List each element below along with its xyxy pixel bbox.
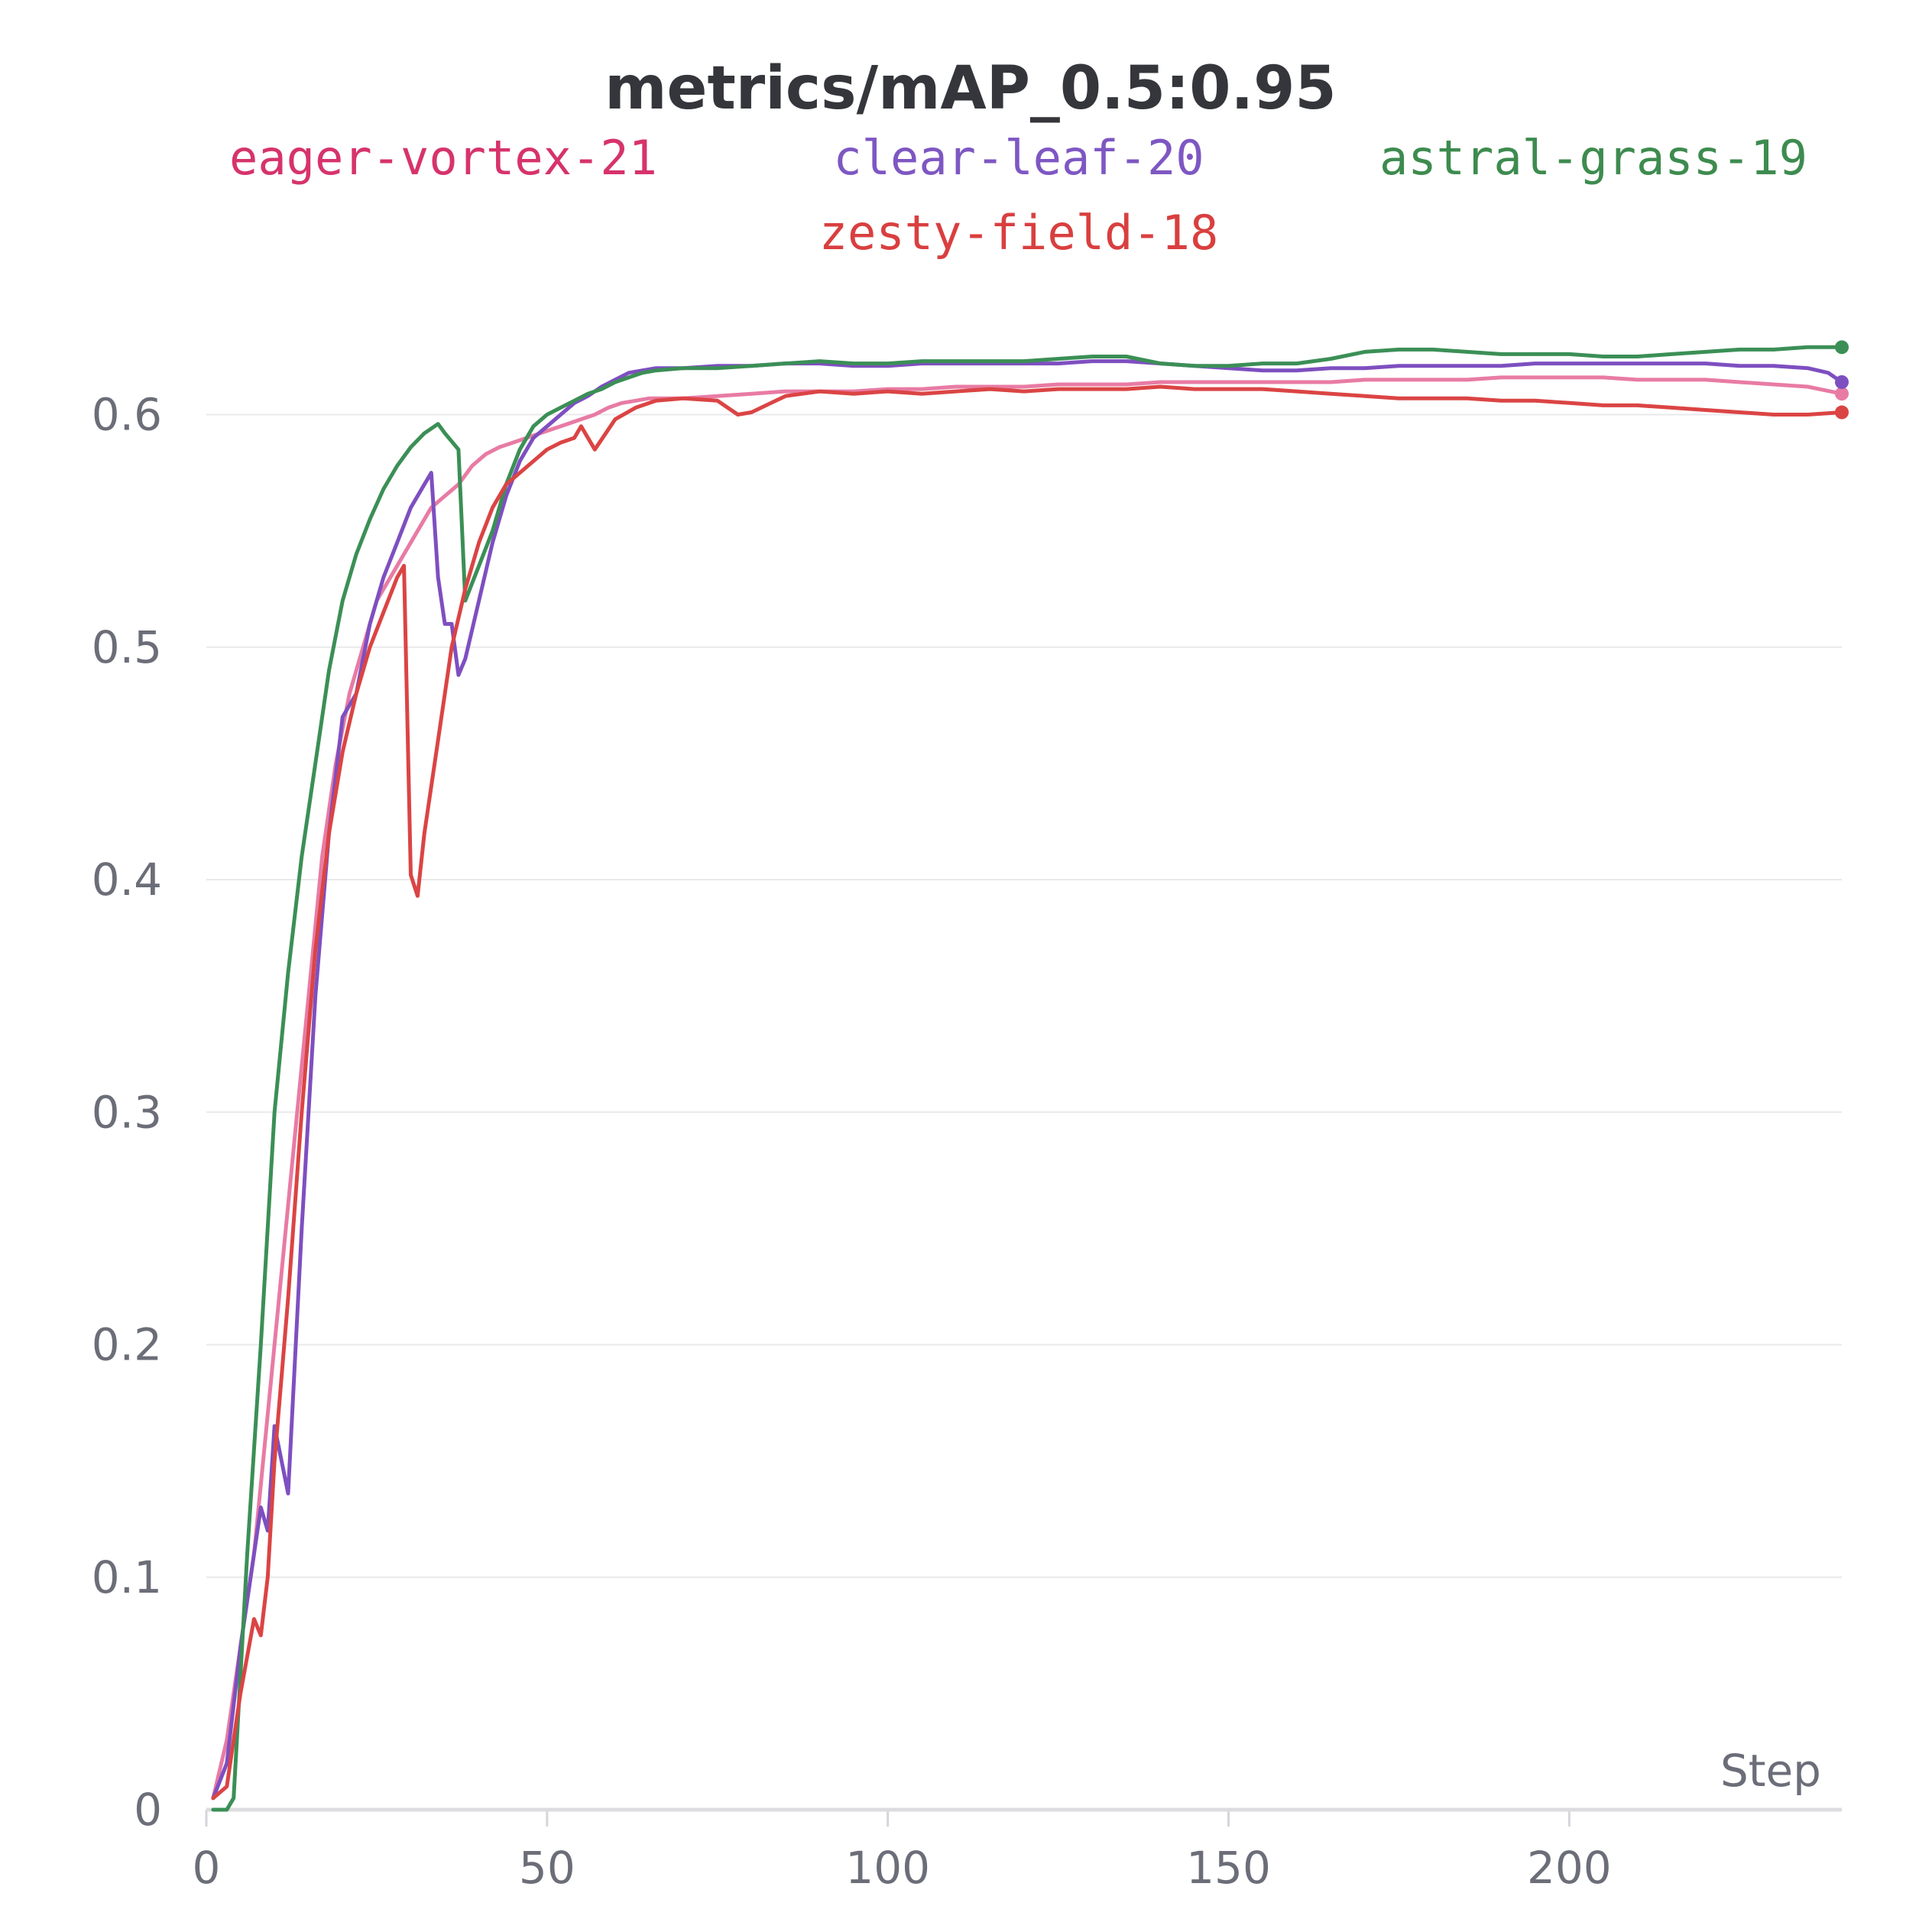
series-lines — [211, 345, 1844, 1812]
y-tick-label: 0.3 — [92, 1086, 162, 1138]
x-tick-label: 0 — [193, 1842, 221, 1894]
chart-title: metrics/mAP_0.5:0.95 — [605, 54, 1336, 123]
series-line-zesty-field-18[interactable] — [211, 384, 1844, 1801]
x-tick-label: 200 — [1527, 1842, 1612, 1894]
series-end-point-eager-vortex-21 — [1835, 387, 1849, 401]
x-axis-ticks: 0 50 100 150 200 — [193, 1810, 1612, 1894]
series-end-point-clear-leaf-20 — [1835, 374, 1849, 389]
legend-item-3[interactable]: zesty-field-18 — [819, 205, 1219, 261]
y-tick-label: 0.1 — [92, 1551, 162, 1603]
gridlines — [206, 413, 1842, 1578]
y-tick-label: 0.2 — [92, 1319, 162, 1371]
y-tick-label: 0.6 — [92, 389, 162, 441]
x-tick-label: 100 — [845, 1842, 930, 1894]
series-line-astral-grass-19[interactable] — [211, 345, 1844, 1812]
y-tick-label: 0.4 — [92, 854, 162, 906]
x-axis-label: Step — [1720, 1745, 1821, 1797]
y-axis-ticks: 0 0.1 0.2 0.3 0.4 0.5 0.6 — [92, 389, 162, 1836]
series-end-point-astral-grass-19 — [1835, 340, 1849, 355]
legend-item-2[interactable]: astral-grass-19 — [1379, 130, 1807, 186]
y-tick-label: 0.5 — [92, 621, 162, 673]
series-end-point-zesty-field-18 — [1835, 405, 1849, 420]
x-tick-label: 150 — [1186, 1842, 1271, 1894]
legend: eager-vortex-21 clear-leaf-20 astral-grass… — [229, 130, 1807, 261]
legend-item-1[interactable]: clear-leaf-20 — [833, 130, 1204, 186]
series-end-markers — [1835, 340, 1849, 420]
y-tick-label: 0 — [134, 1784, 162, 1836]
x-tick-label: 50 — [519, 1842, 575, 1894]
legend-item-0[interactable]: eager-vortex-21 — [229, 130, 657, 186]
